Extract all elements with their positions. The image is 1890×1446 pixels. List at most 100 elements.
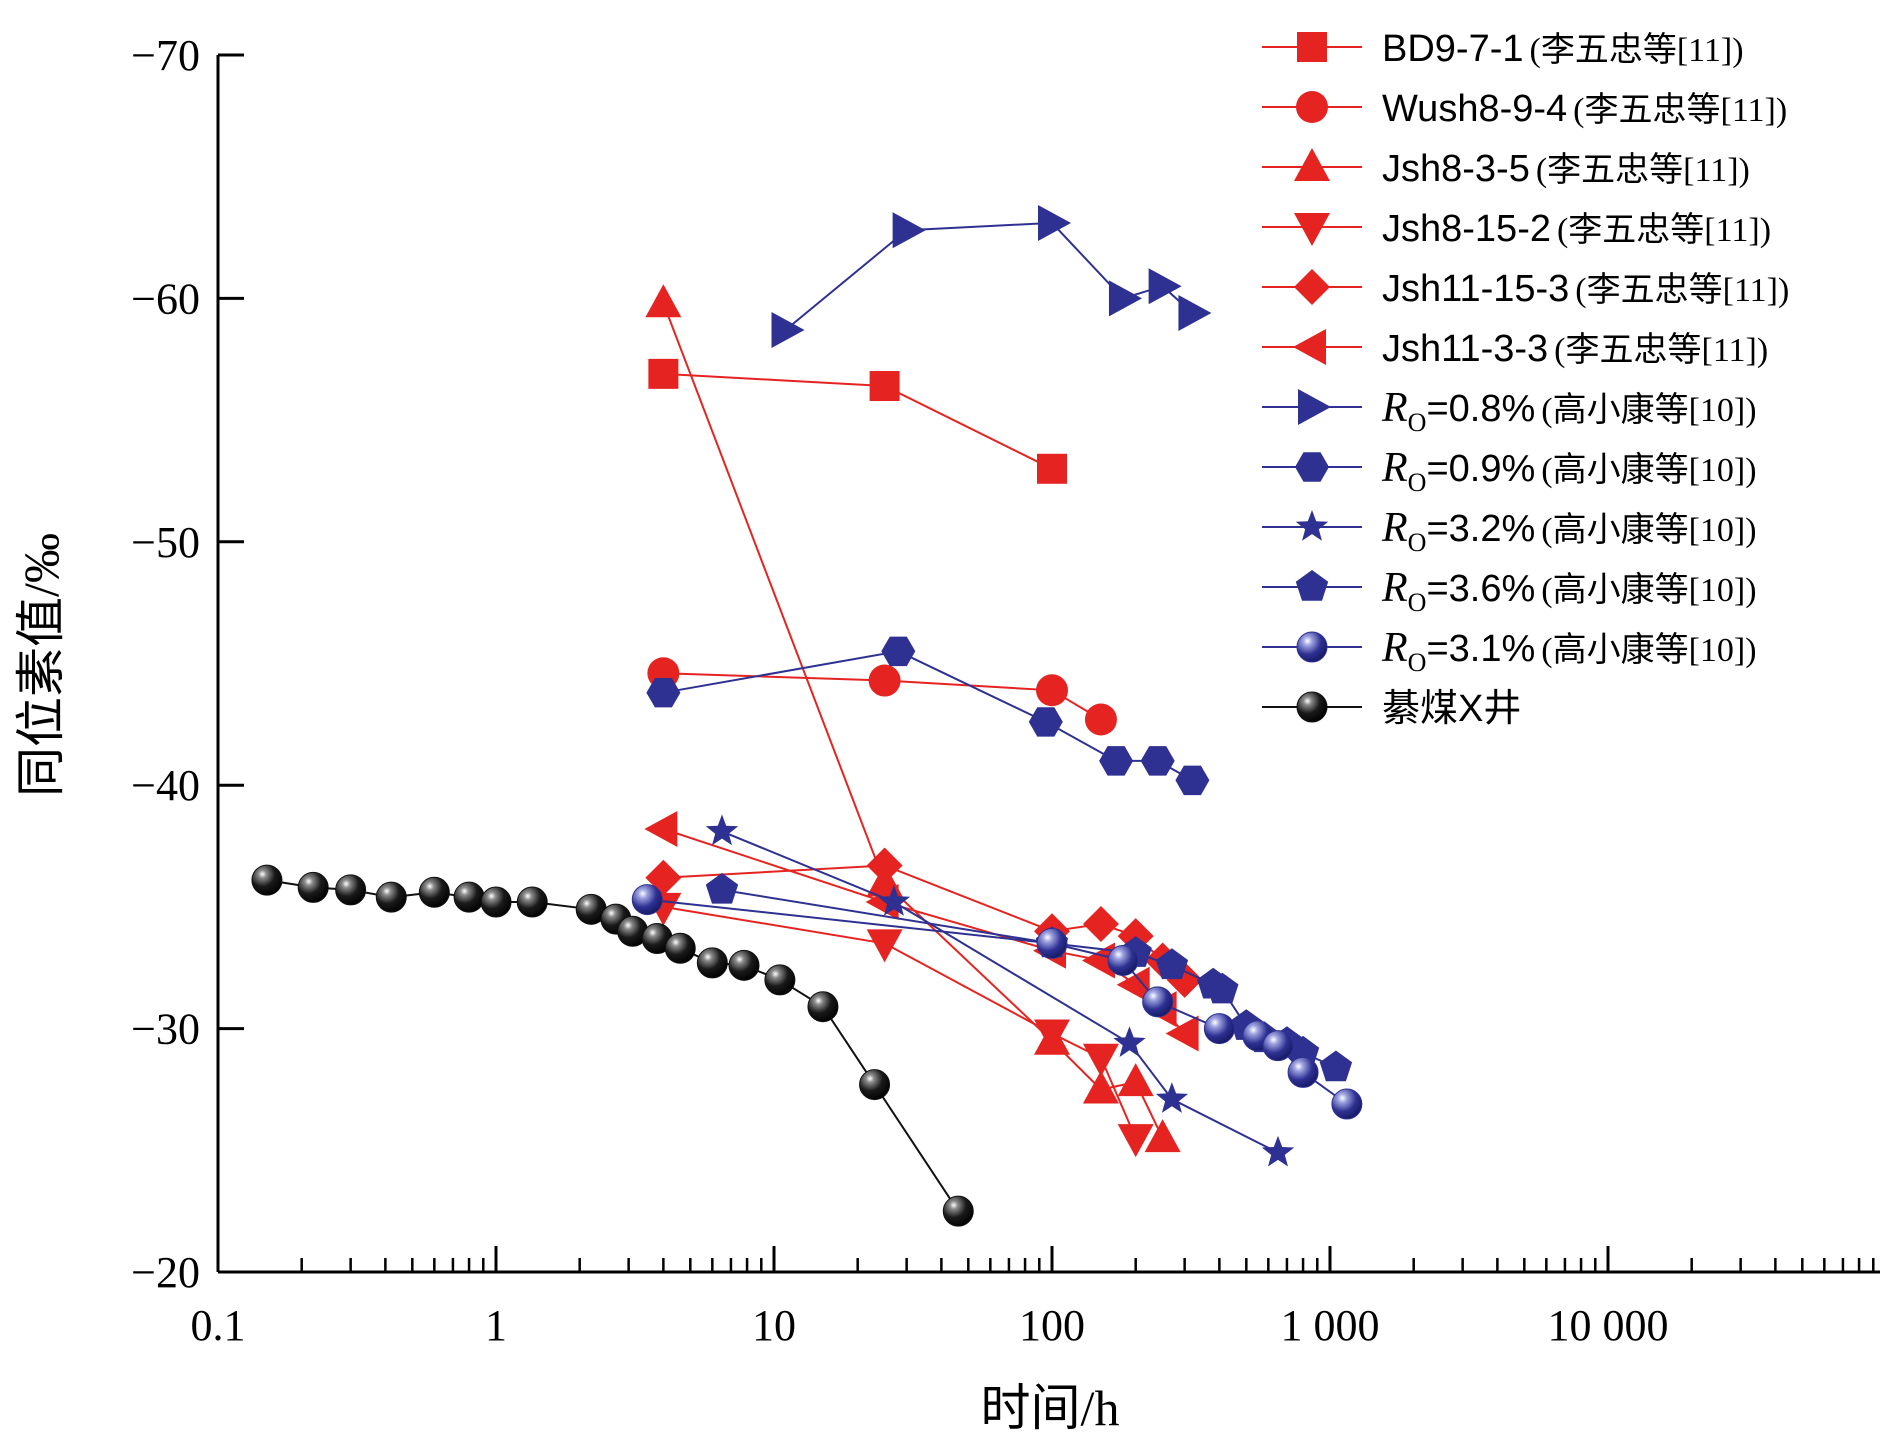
data-point: [1117, 1063, 1154, 1097]
data-point: [696, 947, 728, 979]
legend-entry-6: RO=0.8% (高小康等[10]): [1262, 385, 1757, 437]
legend-entry-5: Jsh11-3-3 (李五忠等[11]): [1262, 328, 1768, 370]
data-point: [1099, 746, 1134, 776]
legend-entry-9: RO=3.6% (高小康等[10]): [1262, 565, 1757, 617]
data-point: [877, 885, 911, 916]
data-point: [1178, 295, 1212, 332]
series-0: [648, 358, 1067, 484]
legend-label: 綦煤X井: [1382, 688, 1521, 730]
data-point: [1036, 674, 1068, 707]
legend-label: Wush8-9-4 (李五忠等[11]): [1382, 88, 1787, 130]
legend-label: RO=0.8% (高小康等[10]): [1381, 385, 1757, 437]
y-tick-label: −20: [131, 1248, 200, 1297]
y-tick-label: −50: [131, 518, 200, 567]
y-tick-label: −30: [131, 1005, 200, 1054]
legend-marker: [1297, 32, 1327, 62]
data-point: [1117, 1124, 1154, 1158]
y-tick-label: −60: [131, 274, 200, 323]
legend-entry-10: RO=3.1% (高小康等[10]): [1262, 625, 1757, 677]
series-5: [644, 811, 1199, 1052]
data-point: [1116, 966, 1150, 1003]
data-point: [1142, 986, 1174, 1018]
data-point: [1261, 1135, 1295, 1167]
y-axis-label: 同位素值/‰: [13, 533, 69, 797]
series-10: [631, 884, 1363, 1120]
data-point: [866, 847, 903, 884]
legend-marker: [1295, 452, 1329, 482]
data-point: [1287, 1056, 1319, 1088]
data-point: [375, 881, 407, 913]
plot-series: [251, 204, 1363, 1227]
data-point: [728, 949, 760, 981]
data-point: [869, 371, 900, 402]
series-line: [647, 898, 1348, 1105]
data-point: [1113, 1026, 1146, 1057]
legend-marker: [1295, 510, 1329, 541]
y-tick-label: −70: [131, 31, 200, 80]
legend-marker: [1296, 691, 1328, 723]
data-point: [480, 886, 512, 918]
axes: −70 −60 −50 −40 −30 −200.1 1 10 100 1 000 10 000: [131, 31, 1880, 1350]
data-point: [1155, 1082, 1189, 1113]
data-point: [892, 212, 926, 249]
legend-marker: [1294, 269, 1330, 305]
series-3: [645, 892, 1154, 1158]
legend-entry-7: RO=0.9% (高小康等[10]): [1262, 445, 1757, 497]
data-point: [646, 678, 681, 708]
data-point: [631, 884, 663, 916]
data-point: [335, 874, 367, 906]
legend-label: RO=0.9% (高小康等[10]): [1381, 445, 1757, 497]
legend-marker: [1293, 329, 1326, 365]
legend-marker: [1295, 570, 1329, 601]
x-axis-label: 时间/h: [981, 1380, 1120, 1436]
data-point: [1165, 1015, 1199, 1052]
data-point: [1140, 746, 1175, 776]
series-8: [705, 814, 1295, 1167]
data-point: [1082, 905, 1119, 942]
data-point: [1034, 1019, 1070, 1053]
series-11: [251, 864, 974, 1227]
x-tick-label: 100: [1019, 1301, 1085, 1350]
data-point: [1081, 942, 1115, 979]
legend-label: RO=3.2% (高小康等[10]): [1381, 505, 1757, 557]
data-point: [881, 636, 916, 667]
legend-label: Jsh8-15-2 (李五忠等[11]): [1382, 208, 1771, 250]
data-point: [1037, 453, 1067, 484]
legend-marker: [1294, 213, 1330, 246]
data-point: [942, 1195, 974, 1227]
legend-label: Jsh11-3-3 (李五忠等[11]): [1382, 328, 1768, 370]
x-tick-label: 10 000: [1548, 1301, 1669, 1350]
data-point: [807, 991, 839, 1023]
data-point: [1082, 1070, 1119, 1104]
data-point: [866, 929, 903, 963]
legend-label: Jsh11-15-3 (李五忠等[11]): [1382, 268, 1789, 310]
data-point: [1319, 1050, 1353, 1082]
legend-entry-1: Wush8-9-4 (李五忠等[11]): [1262, 88, 1787, 130]
data-point: [664, 932, 696, 964]
data-point: [1108, 280, 1142, 317]
data-point: [868, 664, 901, 697]
series-6: [771, 204, 1212, 349]
data-point: [1082, 1043, 1119, 1077]
data-point: [1028, 707, 1063, 737]
legend-label: BD9-7-1 (李五忠等[11]): [1382, 28, 1744, 70]
legend-marker: [1296, 631, 1328, 663]
data-point: [1084, 703, 1117, 736]
data-point: [705, 814, 739, 846]
data-point: [1148, 268, 1182, 305]
legend-marker: [1298, 389, 1331, 425]
data-point: [645, 284, 682, 318]
y-tick-label: −40: [131, 761, 200, 810]
legend-entry-0: BD9-7-1 (李五忠等[11]): [1262, 28, 1744, 70]
data-point: [1155, 948, 1189, 980]
legend-entry-8: RO=3.2% (高小康等[10]): [1262, 505, 1757, 557]
x-tick-label: 0.1: [191, 1301, 246, 1350]
x-tick-label: 1: [485, 1301, 507, 1350]
data-point: [1175, 765, 1210, 796]
data-point: [1262, 1030, 1294, 1062]
legend: BD9-7-1 (李五忠等[11]) Wush8-9-4 (李五忠等[11]) Jsh8…: [1262, 28, 1789, 730]
legend-label: RO=3.1% (高小康等[10]): [1381, 625, 1757, 677]
data-point: [1107, 944, 1139, 976]
data-point: [705, 872, 739, 904]
data-point: [1203, 1013, 1235, 1045]
